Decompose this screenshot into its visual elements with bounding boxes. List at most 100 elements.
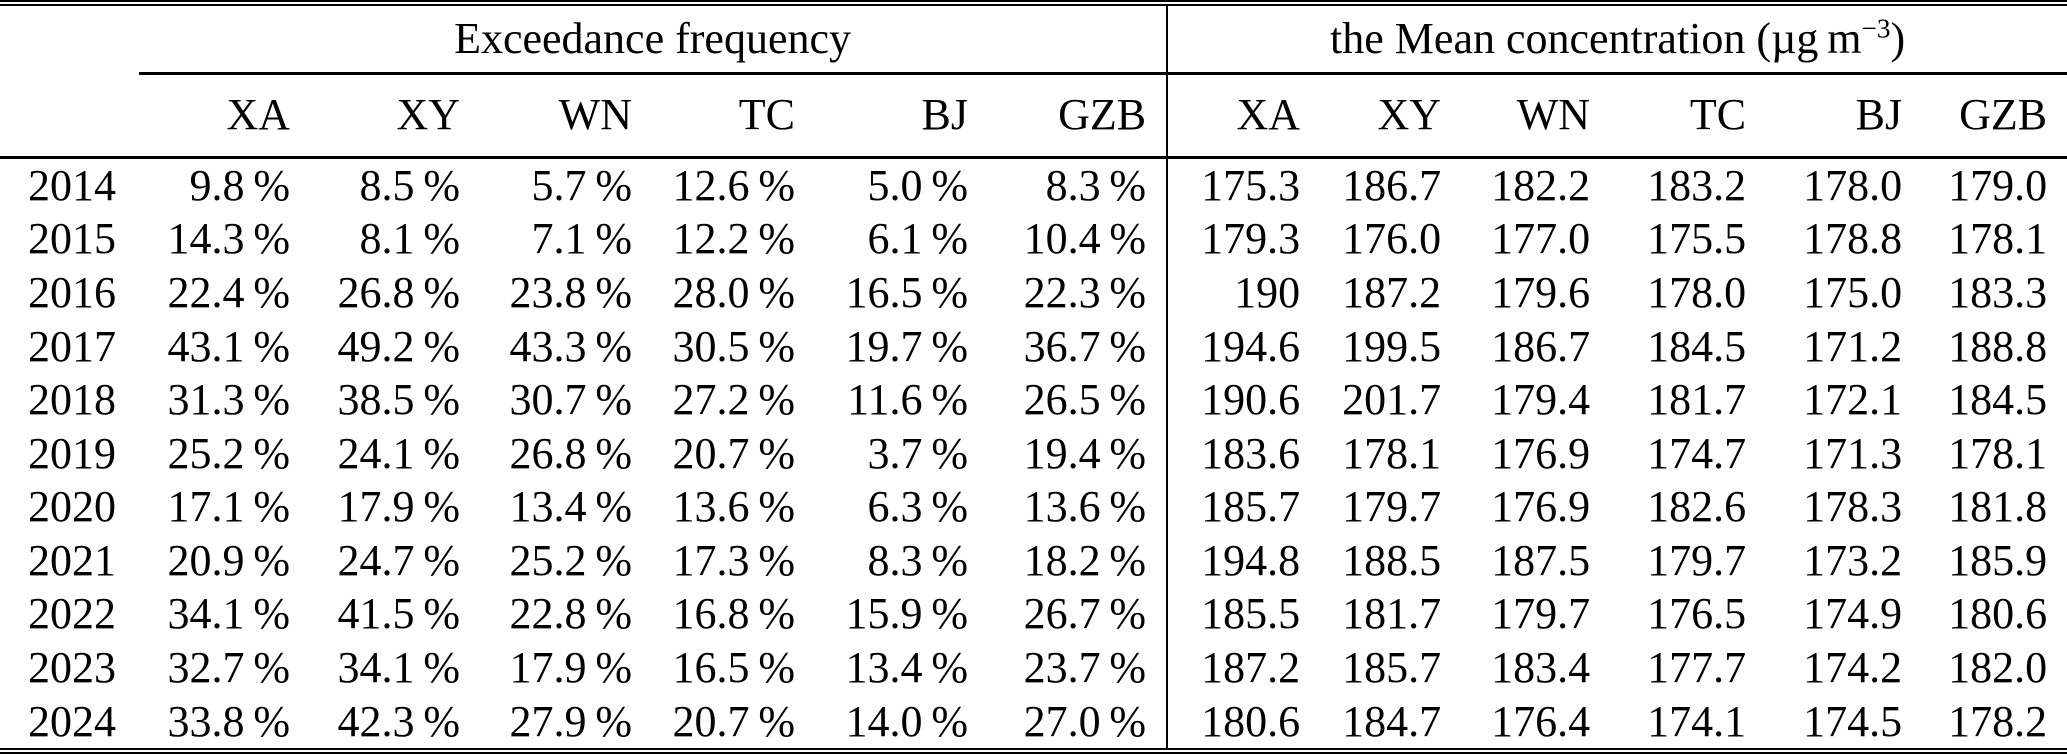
table-row: 2021 20.9 % 24.7 % 25.2 % 17.3 % 8.3 % 18.2 % 1…: [0, 533, 2067, 588]
table-row: 2020 17.1 % 17.9 % 13.4 % 13.6 % 6.3 % 13.6 % 1…: [0, 479, 2067, 534]
exceedance-frequency-cell: 8.3 %: [988, 157, 1169, 213]
exceedance-frequency-cell: 22.8 %: [509, 589, 632, 639]
year-cell: 2019: [28, 428, 116, 478]
table-body: 2014 9.8 % 8.5 % 5.7 % 12.6 % 5.0 % 8.3 % 175.3…: [0, 157, 2067, 751]
mean-concentration-cell: 187.2: [1201, 643, 1301, 692]
exceedance-frequency-cell: 16.5 %: [845, 267, 968, 317]
exceedance-frequency-cell: 12.2 %: [672, 214, 795, 264]
mean-concentration-cell: 174.7: [1647, 428, 1747, 478]
mean-concentration-cell: 194.6: [1201, 321, 1301, 371]
mean-concentration-cell: 178.1: [1948, 214, 2048, 264]
mean-concentration-cell: 171.2: [1803, 321, 1903, 371]
exceedance-frequency-cell: 34.1 %: [337, 643, 460, 692]
exceedance-frequency-cell: 31.3 %: [167, 375, 290, 425]
mean-concentration-cell: 184.7: [1342, 696, 1442, 746]
mean-concentration-cell: 175.5: [1647, 214, 1747, 264]
mean-concentration-cell: 182.0: [1948, 643, 2048, 692]
table-row: 2018 31.3 % 38.5 % 30.7 % 27.2 % 11.6 % 26.5 %…: [0, 372, 2067, 427]
mean-concentration-cell: 194.8: [1201, 535, 1301, 585]
col-header-mean-wn: WN: [1461, 73, 1611, 159]
exceedance-frequency-cell: 43.1 %: [167, 321, 290, 371]
mean-concentration-cell: 188.8: [1948, 321, 2048, 371]
mean-concentration-cell: 179.6: [1491, 267, 1591, 317]
mean-concentration-cell: 185.7: [1342, 643, 1442, 692]
year-cell: 2015: [28, 214, 116, 264]
mean-concentration-cell: 176.9: [1491, 428, 1591, 478]
mean-concentration-cell: 190.6: [1201, 375, 1301, 425]
mean-concentration-cell: 176.4: [1491, 696, 1591, 746]
col-header-frequency-gzb: GZB: [988, 73, 1169, 159]
table-row: 2022 34.1 % 41.5 % 22.8 % 16.8 % 15.9 % 26.7 %…: [0, 587, 2067, 641]
group-title-mean-prefix: the Mean concentration (µg m: [1330, 14, 1862, 64]
column-header-row: XA XY WN TC BJ GZB XA XY WN TC BJ GZB: [0, 73, 2067, 159]
mean-concentration-cell: 182.6: [1647, 482, 1747, 532]
exceedance-frequency-cell: 12.6 %: [672, 160, 795, 210]
exceedance-frequency-cell: 6.3 %: [867, 482, 968, 532]
mean-concentration-cell: 179.7: [1342, 482, 1442, 532]
year-cell: 2020: [28, 482, 116, 532]
exceedance-frequency-cell: 30.5 %: [672, 321, 795, 371]
col-header-frequency-xa: XA: [139, 73, 310, 159]
exceedance-frequency-cell: 17.1 %: [167, 482, 290, 532]
mean-concentration-cell: 178.2: [1948, 696, 2048, 746]
exceedance-frequency-cell: 8.1 %: [359, 214, 460, 264]
exceedance-frequency-cell: 25.2 %: [509, 535, 632, 585]
mean-concentration-cell: 178.0: [1647, 267, 1747, 317]
mean-concentration-cell: 178.1: [1342, 428, 1442, 478]
exceedance-frequency-cell: 3.7 %: [867, 428, 968, 478]
exceedance-frequency-cell: 24.1 %: [337, 428, 460, 478]
exceedance-frequency-cell: 9.8 %: [189, 160, 290, 210]
mean-concentration-cell: 183.2: [1647, 160, 1747, 210]
mean-concentration-cell: 171.3: [1803, 428, 1903, 478]
table-row: 2014 9.8 % 8.5 % 5.7 % 12.6 % 5.0 % 8.3 % 175.3…: [0, 157, 2067, 213]
table-row: 2016 22.4 % 26.8 % 23.8 % 28.0 % 16.5 % 22.3 %…: [0, 265, 2067, 320]
exceedance-frequency-cell: 10.4 %: [988, 212, 1169, 266]
mean-concentration-cell: 179.7: [1647, 535, 1747, 585]
mean-concentration-cell: 180.6: [1948, 589, 2048, 639]
mean-concentration-cell: 173.2: [1803, 535, 1903, 585]
mean-concentration-cell: 175.3: [1201, 160, 1301, 210]
exceedance-frequency-cell: 33.8 %: [167, 696, 290, 746]
mean-concentration-cell: 184.5: [1647, 321, 1747, 371]
mean-concentration-cell: 187.5: [1491, 535, 1591, 585]
exceedance-frequency-cell: 42.3 %: [337, 696, 460, 746]
group-header-mean-concentration: the Mean concentration (µg m−3): [1167, 3, 2067, 75]
col-header-frequency-tc: TC: [652, 73, 815, 159]
mean-concentration-cell: 186.7: [1491, 321, 1591, 371]
col-header-frequency-wn: WN: [480, 73, 652, 159]
exceedance-frequency-cell: 16.5 %: [672, 643, 795, 692]
mean-concentration-cell: 178.1: [1948, 428, 2048, 478]
exceedance-frequency-cell: 19.7 %: [845, 321, 968, 371]
year-cell: 2014: [28, 160, 116, 210]
col-header-mean-xy: XY: [1320, 73, 1462, 159]
mean-concentration-cell: 181.8: [1948, 482, 2048, 532]
exceedance-frequency-cell: 6.1 %: [867, 214, 968, 264]
exceedance-frequency-cell: 13.4 %: [509, 482, 632, 532]
mean-concentration-cell: 183.4: [1491, 643, 1591, 692]
exceedance-frequency-cell: 30.7 %: [509, 375, 632, 425]
exceedance-frequency-cell: 11.6 %: [847, 375, 968, 425]
year-cell: 2023: [28, 643, 116, 692]
mean-concentration-cell: 177.0: [1491, 214, 1591, 264]
mean-concentration-cell: 181.7: [1647, 375, 1747, 425]
exceedance-frequency-cell: 27.2 %: [672, 375, 795, 425]
year-cell: 2017: [28, 321, 116, 371]
exceedance-frequency-cell: 20.7 %: [672, 696, 795, 746]
exceedance-frequency-cell: 27.9 %: [509, 696, 632, 746]
exceedance-frequency-cell: 14.0 %: [845, 696, 968, 746]
exceedance-frequency-cell: 24.7 %: [337, 535, 460, 585]
mean-concentration-cell: 179.4: [1491, 375, 1591, 425]
exceedance-frequency-cell: 16.8 %: [672, 589, 795, 639]
mean-concentration-cell: 185.7: [1201, 482, 1301, 532]
exceedance-frequency-cell: 32.7 %: [167, 643, 290, 692]
col-header-mean-gzb: GZB: [1922, 73, 2067, 159]
exceedance-frequency-cell: 26.8 %: [509, 428, 632, 478]
col-header-mean-bj: BJ: [1766, 73, 1923, 159]
mean-concentration-cell: 199.5: [1342, 321, 1442, 371]
year-cell: 2021: [28, 535, 116, 585]
group-title-mean-suffix: ): [1890, 14, 1906, 64]
mean-concentration-cell: 174.2: [1803, 643, 1903, 692]
exceedance-frequency-cell: 20.9 %: [167, 535, 290, 585]
